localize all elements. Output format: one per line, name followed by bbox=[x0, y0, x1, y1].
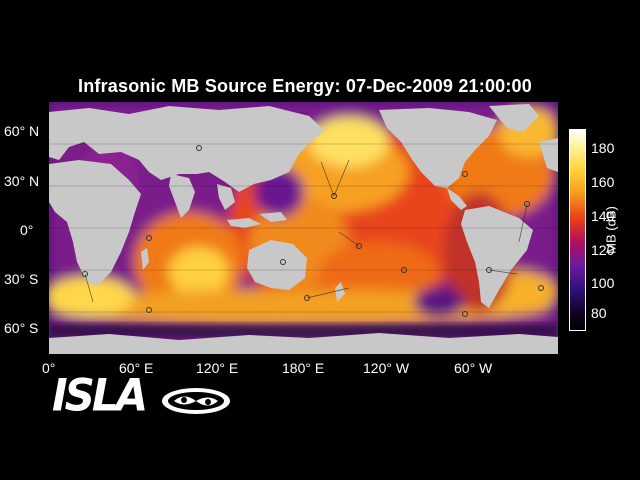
colorbar-tick-80: 80 bbox=[591, 305, 607, 321]
isla-logo-mark-icon bbox=[162, 388, 230, 414]
lat-label-60n: 60° N bbox=[4, 123, 40, 139]
colorbar-tick-140: 140 bbox=[591, 208, 615, 224]
energy-field-map bbox=[49, 102, 558, 354]
lat-label-30n: 30° N bbox=[4, 173, 40, 189]
colorbar-tick-120: 120 bbox=[591, 242, 615, 258]
lon-label-120e: 120° E bbox=[196, 360, 239, 376]
colorbar-label: MB (dB) bbox=[603, 206, 619, 254]
isla-logo-text: ISLA bbox=[52, 369, 148, 422]
lon-label-0: 0° bbox=[42, 360, 56, 376]
lon-label-60w: 60° W bbox=[454, 360, 493, 376]
lon-label-180e: 180° E bbox=[282, 360, 325, 376]
colorbar bbox=[569, 129, 586, 331]
colorbar-tick-100: 100 bbox=[591, 275, 615, 291]
colorbar-tick-160: 160 bbox=[591, 174, 615, 190]
lat-label-30s: 30° S bbox=[4, 271, 39, 287]
lat-label-0: 0° bbox=[20, 222, 34, 238]
map-title: Infrasonic MB Source Energy: 07-Dec-2009… bbox=[78, 76, 532, 96]
lat-label-60s: 60° S bbox=[4, 320, 39, 336]
lon-label-120w: 120° W bbox=[363, 360, 410, 376]
colorbar-tick-180: 180 bbox=[591, 140, 615, 156]
world-map bbox=[49, 102, 558, 354]
lon-label-60e: 60° E bbox=[119, 360, 154, 376]
